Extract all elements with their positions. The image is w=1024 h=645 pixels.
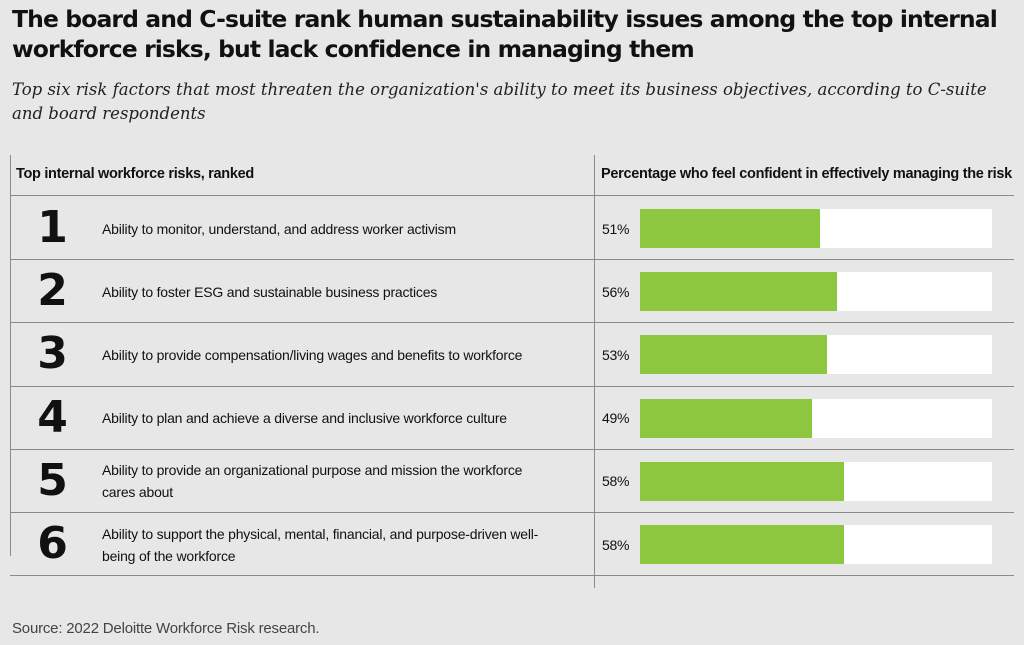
chart-subtitle: Top six risk factors that most threaten … xyxy=(12,80,987,123)
row-divider xyxy=(10,259,1014,260)
value-label: 56% xyxy=(602,283,630,300)
risk-label: Ability to monitor, understand, and addr… xyxy=(102,220,456,237)
risk-label: Ability to plan and achieve a diverse an… xyxy=(102,410,507,427)
header-rule xyxy=(10,195,1014,196)
bar-track xyxy=(640,335,992,375)
bar xyxy=(640,272,838,312)
bar xyxy=(640,525,845,564)
rank-number: 4 xyxy=(37,391,68,443)
bar-track xyxy=(640,461,992,501)
value-label: 58% xyxy=(602,536,630,553)
bar xyxy=(640,461,845,501)
risk-row: 5 Ability to provide an organizational pu… xyxy=(10,450,1014,513)
rank-number: 3 xyxy=(37,328,68,380)
risk-column-header: Top internal workforce risks, ranked xyxy=(16,166,254,182)
risk-label: Ability to provide compensation/living w… xyxy=(102,346,523,363)
bar-track xyxy=(640,272,992,312)
bar xyxy=(640,398,813,438)
row-divider xyxy=(10,512,1014,513)
risk-row: 3 Ability to provide compensation/living … xyxy=(10,323,1014,386)
value-label: 51% xyxy=(602,220,630,237)
rank-number: 2 xyxy=(37,265,68,317)
row-divider xyxy=(10,322,1014,323)
risk-row: 4 Ability to plan and achieve a diverse a… xyxy=(10,387,1014,450)
rank-number: 1 xyxy=(37,202,68,253)
row-divider xyxy=(10,449,1014,450)
confidence-column-header: Percentage who feel confident in effecti… xyxy=(601,166,1012,182)
bar-track xyxy=(640,525,992,564)
row-divider xyxy=(10,386,1014,387)
risk-label: Ability to support the physical, mental,… xyxy=(102,525,539,564)
column-divider xyxy=(594,155,595,588)
value-label: 58% xyxy=(602,473,630,490)
risk-label: Ability to provide an organizational pur… xyxy=(102,462,523,501)
bar xyxy=(640,209,820,248)
row-divider xyxy=(10,575,1014,576)
source-note: Source: 2022 Deloitte Workforce Risk res… xyxy=(12,620,320,637)
risk-label: Ability to foster ESG and sustainable bu… xyxy=(102,283,438,300)
bar-track xyxy=(640,398,992,438)
value-label: 49% xyxy=(602,410,630,427)
bar xyxy=(640,335,827,375)
rank-number: 6 xyxy=(37,518,68,569)
bar-track xyxy=(640,209,992,248)
risk-row: 2 Ability to foster ESG and sustainable b… xyxy=(10,260,1014,323)
risk-row: 1 Ability to monitor, understand, and add… xyxy=(10,197,1014,260)
rank-number: 5 xyxy=(37,454,68,506)
risk-row: 6 Ability to support the physical, mental… xyxy=(10,513,1014,576)
left-divider xyxy=(10,155,11,556)
value-label: 53% xyxy=(602,346,630,363)
chart-title: The board and C-suite rank human sustain… xyxy=(12,5,998,63)
